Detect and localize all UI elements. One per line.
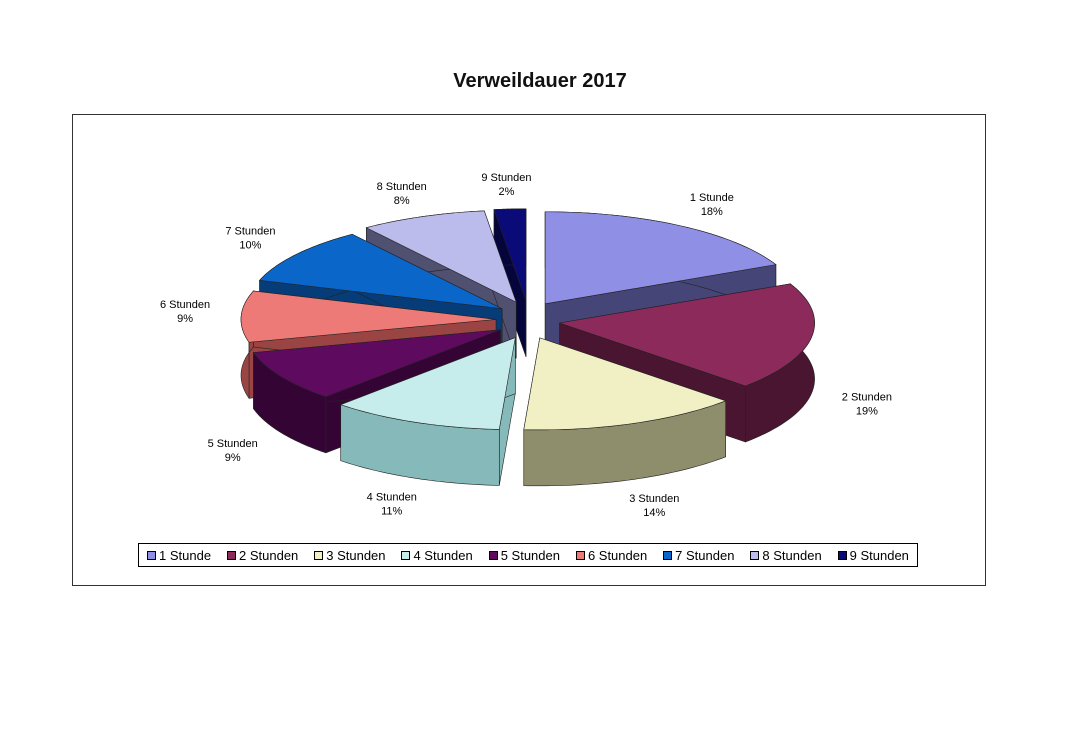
slice-value-9: 2%: [499, 186, 515, 198]
slice-value-8: 8%: [394, 195, 410, 207]
slice-label-8: 8 Stunden: [377, 181, 427, 193]
legend-label-7: 7 Stunden: [675, 547, 735, 563]
legend-item-6: 6 Stunden: [575, 547, 648, 563]
legend-item-4: 4 Stunden: [401, 547, 473, 563]
slice-value-5: 9%: [225, 452, 241, 464]
legend-swatch-6: [575, 550, 585, 560]
slice-value-7: 10%: [239, 240, 261, 252]
chart-title: Verweildauer 2017: [453, 70, 627, 92]
legend-item-1: 1 Stunde: [147, 548, 211, 563]
slice-label-3: 3 Stunden: [629, 493, 679, 505]
legend-swatch-5: [488, 550, 498, 560]
slice-label-7: 7 Stunden: [225, 226, 275, 238]
legend-swatch-9: [837, 550, 847, 560]
slice-value-6: 9%: [177, 313, 193, 325]
legend-label-6: 6 Stunden: [587, 547, 648, 563]
legend-swatch-4: [401, 550, 411, 560]
slice-label-9: 9 Stunden: [481, 172, 531, 184]
legend-label-3: 3 Stunden: [326, 547, 386, 563]
slice-label-5: 5 Stunden: [208, 438, 258, 450]
legend-swatch-8: [750, 550, 760, 560]
legend-label-2: 2 Stunden: [239, 547, 299, 563]
pie-slice-9: [493, 208, 527, 357]
slice-value-4: 11%: [381, 506, 402, 518]
slice-label-2: 2 Stunden: [842, 392, 892, 404]
legend-item-7: 7 Stunden: [663, 548, 734, 563]
legend-swatch-7: [663, 550, 673, 560]
legend-label-4: 4 Stunden: [413, 547, 473, 563]
legend-item-3: 3 Stunden: [314, 547, 386, 563]
legend-item-5: 5 Stunden: [488, 547, 560, 563]
legend-label-8: 8 Stunden: [762, 547, 822, 563]
legend-label-5: 5 Stunden: [500, 547, 560, 563]
pie-chart: 1 Stunde 18% 2 Stunden 19% 3 Stunden 14% 4 Stu…: [160, 172, 892, 519]
chart-legend: 1 Stunde 2 Stunden 3 Stunden 4 Stunden 5 Stu…: [138, 543, 918, 567]
chart-area: 1 Stunde 18% 2 Stunden 19% 3 Stunden 14% 4 Stu…: [72, 114, 986, 586]
slice-label-1: 1 Stunde: [690, 192, 734, 204]
slice-label-4: 4 Stunden: [367, 492, 417, 504]
legend-swatch-3: [314, 550, 324, 560]
legend-swatch-1: [147, 550, 156, 560]
legend-item-8: 8 Stunden: [750, 547, 822, 563]
slice-value-3: 14%: [643, 507, 665, 519]
slice-value-2: 19%: [856, 406, 878, 418]
pie-slice-4: [339, 337, 516, 486]
legend-item-9: 9 Stunden: [837, 547, 909, 563]
legend-item-2: 2 Stunden: [227, 548, 298, 563]
legend-swatch-2: [227, 550, 236, 560]
legend-label-9: 9 Stunden: [849, 547, 909, 563]
slice-value-1: 18%: [701, 206, 723, 218]
pie-slice-3: [523, 337, 727, 487]
slice-label-6: 6 Stunden: [160, 299, 210, 311]
legend-label-1: 1 Stunde: [159, 547, 212, 563]
